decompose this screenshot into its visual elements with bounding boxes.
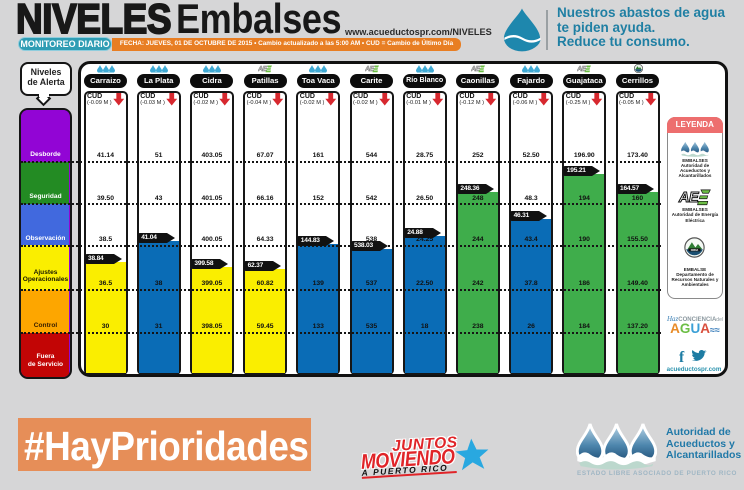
- svg-text:A: A: [577, 66, 582, 73]
- svg-text:A: A: [258, 66, 263, 73]
- svg-text:A: A: [471, 66, 476, 73]
- svg-text:DRNA: DRNA: [691, 248, 699, 252]
- svg-text:A: A: [365, 66, 370, 73]
- svg-text:E: E: [369, 66, 374, 73]
- svg-text:E: E: [263, 66, 268, 73]
- svg-text:E: E: [475, 66, 480, 73]
- svg-text:E: E: [689, 190, 699, 206]
- svg-text:A: A: [678, 190, 689, 206]
- svg-text:E: E: [582, 66, 587, 73]
- svg-text:f: f: [679, 349, 685, 364]
